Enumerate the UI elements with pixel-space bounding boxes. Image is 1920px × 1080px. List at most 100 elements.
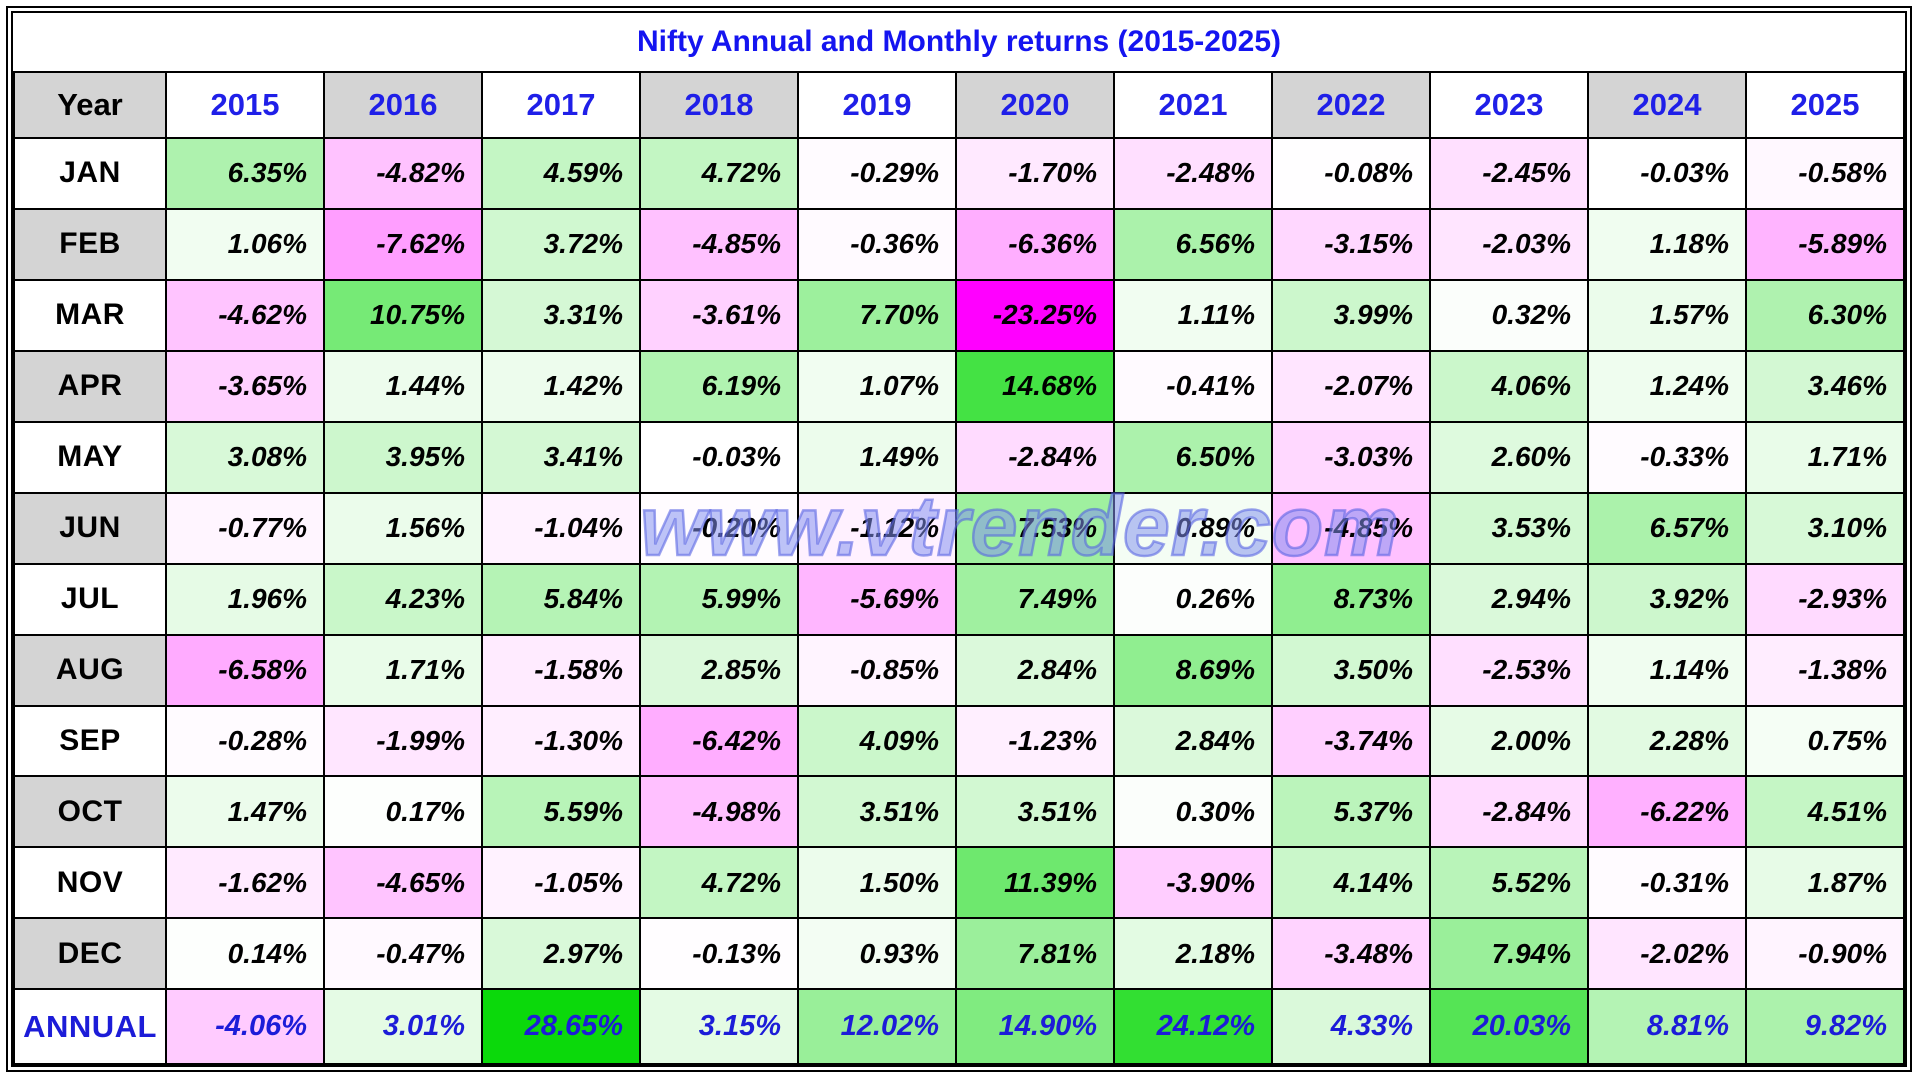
- col-header-2021: 2021: [1113, 71, 1273, 139]
- cell-oct-2021: 0.30%: [1113, 775, 1273, 849]
- row-label-oct: OCT: [13, 775, 167, 849]
- page-title: Nifty Annual and Monthly returns (2015-2…: [13, 13, 1905, 71]
- col-header-2025: 2025: [1745, 71, 1905, 139]
- cell-jul-2025: -2.93%: [1745, 562, 1905, 636]
- cell-jan-2015: 6.35%: [165, 137, 325, 210]
- cell-jun-2019: -1.12%: [797, 491, 957, 565]
- annual-row: ANNUAL -4.06% 3.01% 28.65% 3.15% 12.02% 14.90%…: [13, 988, 1905, 1065]
- cell-sep-2016: -1.99%: [323, 704, 483, 778]
- returns-table: Year 2015 2016 2017 2018 2019 2020 2021 2022 2023…: [13, 71, 1905, 1065]
- cell-feb-2023: -2.03%: [1429, 207, 1589, 281]
- header-row: Year 2015 2016 2017 2018 2019 2020 2021 2022 2023…: [13, 71, 1905, 139]
- cell-apr-2016: 1.44%: [323, 349, 483, 423]
- col-header-2020: 2020: [955, 71, 1115, 139]
- cell-nov-2023: 5.52%: [1429, 846, 1589, 920]
- cell-may-2019: 1.49%: [797, 420, 957, 494]
- cell-nov-2015: -1.62%: [165, 846, 325, 920]
- cell-jun-2017: -1.04%: [481, 491, 641, 565]
- cell-jan-2021: -2.48%: [1113, 137, 1273, 210]
- cell-jul-2023: 2.94%: [1429, 562, 1589, 636]
- cell-jun-2024: 6.57%: [1587, 491, 1747, 565]
- col-header-2016: 2016: [323, 71, 483, 139]
- row-label-aug: AUG: [13, 633, 167, 707]
- cell-jan-2019: -0.29%: [797, 137, 957, 210]
- cell-dec-2019: 0.93%: [797, 917, 957, 991]
- cell-feb-2022: -3.15%: [1271, 207, 1431, 281]
- cell-sep-2017: -1.30%: [481, 704, 641, 778]
- col-header-2017: 2017: [481, 71, 641, 139]
- cell-mar-2022: 3.99%: [1271, 278, 1431, 352]
- cell-aug-2019: -0.85%: [797, 633, 957, 707]
- cell-nov-2018: 4.72%: [639, 846, 799, 920]
- cell-oct-2018: -4.98%: [639, 775, 799, 849]
- cell-nov-2020: 11.39%: [955, 846, 1115, 920]
- corner-header-year: Year: [13, 71, 167, 139]
- cell-may-2022: -3.03%: [1271, 420, 1431, 494]
- row-label-jan: JAN: [13, 137, 167, 210]
- cell-dec-2022: -3.48%: [1271, 917, 1431, 991]
- cell-sep-2020: -1.23%: [955, 704, 1115, 778]
- cell-mar-2019: 7.70%: [797, 278, 957, 352]
- col-header-2018: 2018: [639, 71, 799, 139]
- row-label-feb: FEB: [13, 207, 167, 281]
- cell-oct-2016: 0.17%: [323, 775, 483, 849]
- cell-annual-2017: 28.65%: [481, 988, 641, 1065]
- cell-mar-2020: -23.25%: [955, 278, 1115, 352]
- cell-jul-2024: 3.92%: [1587, 562, 1747, 636]
- cell-mar-2017: 3.31%: [481, 278, 641, 352]
- cell-sep-2015: -0.28%: [165, 704, 325, 778]
- cell-may-2015: 3.08%: [165, 420, 325, 494]
- cell-jan-2020: -1.70%: [955, 137, 1115, 210]
- cell-sep-2025: 0.75%: [1745, 704, 1905, 778]
- col-header-2015: 2015: [165, 71, 325, 139]
- month-row-sep: SEP -0.28% -1.99% -1.30% -6.42% 4.09% -1.23% 2.…: [13, 704, 1905, 778]
- cell-jul-2021: 0.26%: [1113, 562, 1273, 636]
- cell-oct-2019: 3.51%: [797, 775, 957, 849]
- cell-jun-2022: -4.85%: [1271, 491, 1431, 565]
- cell-jan-2023: -2.45%: [1429, 137, 1589, 210]
- cell-jun-2025: 3.10%: [1745, 491, 1905, 565]
- cell-jan-2025: -0.58%: [1745, 137, 1905, 210]
- cell-oct-2024: -6.22%: [1587, 775, 1747, 849]
- cell-nov-2025: 1.87%: [1745, 846, 1905, 920]
- cell-sep-2022: -3.74%: [1271, 704, 1431, 778]
- cell-mar-2024: 1.57%: [1587, 278, 1747, 352]
- month-row-jun: JUN -0.77% 1.56% -1.04% -0.20% -1.12% 7.53% 0.8…: [13, 491, 1905, 565]
- month-row-feb: FEB 1.06% -7.62% 3.72% -4.85% -0.36% -6.36% 6.5…: [13, 207, 1905, 281]
- cell-dec-2020: 7.81%: [955, 917, 1115, 991]
- cell-jun-2021: 0.89%: [1113, 491, 1273, 565]
- cell-mar-2015: -4.62%: [165, 278, 325, 352]
- cell-apr-2019: 1.07%: [797, 349, 957, 423]
- cell-nov-2017: -1.05%: [481, 846, 641, 920]
- cell-may-2018: -0.03%: [639, 420, 799, 494]
- col-header-2019: 2019: [797, 71, 957, 139]
- row-label-annual: ANNUAL: [13, 988, 167, 1065]
- cell-aug-2017: -1.58%: [481, 633, 641, 707]
- cell-aug-2018: 2.85%: [639, 633, 799, 707]
- cell-nov-2019: 1.50%: [797, 846, 957, 920]
- cell-jan-2017: 4.59%: [481, 137, 641, 210]
- row-label-apr: APR: [13, 349, 167, 423]
- cell-dec-2018: -0.13%: [639, 917, 799, 991]
- cell-dec-2015: 0.14%: [165, 917, 325, 991]
- cell-feb-2020: -6.36%: [955, 207, 1115, 281]
- table-frame: Nifty Annual and Monthly returns (2015-2…: [6, 6, 1912, 1072]
- cell-annual-2024: 8.81%: [1587, 988, 1747, 1065]
- month-row-aug: AUG -6.58% 1.71% -1.58% 2.85% -0.85% 2.84% 8.69…: [13, 633, 1905, 707]
- cell-annual-2021: 24.12%: [1113, 988, 1273, 1065]
- cell-jul-2019: -5.69%: [797, 562, 957, 636]
- cell-dec-2023: 7.94%: [1429, 917, 1589, 991]
- cell-jun-2020: 7.53%: [955, 491, 1115, 565]
- cell-may-2023: 2.60%: [1429, 420, 1589, 494]
- cell-mar-2023: 0.32%: [1429, 278, 1589, 352]
- cell-aug-2023: -2.53%: [1429, 633, 1589, 707]
- month-row-may: MAY 3.08% 3.95% 3.41% -0.03% 1.49% -2.84% 6.50%…: [13, 420, 1905, 494]
- month-row-dec: DEC 0.14% -0.47% 2.97% -0.13% 0.93% 7.81% 2.18%…: [13, 917, 1905, 991]
- month-row-jan: JAN 6.35% -4.82% 4.59% 4.72% -0.29% -1.70% -2.4…: [13, 137, 1905, 210]
- cell-nov-2022: 4.14%: [1271, 846, 1431, 920]
- cell-jan-2016: -4.82%: [323, 137, 483, 210]
- cell-nov-2021: -3.90%: [1113, 846, 1273, 920]
- month-row-apr: APR -3.65% 1.44% 1.42% 6.19% 1.07% 14.68% -0.41…: [13, 349, 1905, 423]
- cell-sep-2021: 2.84%: [1113, 704, 1273, 778]
- cell-oct-2025: 4.51%: [1745, 775, 1905, 849]
